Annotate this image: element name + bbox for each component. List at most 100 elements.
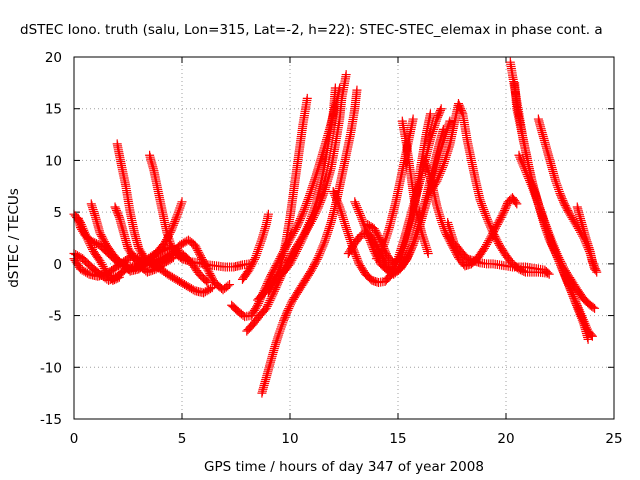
- data-point: [329, 188, 339, 198]
- data-point: [398, 245, 408, 255]
- y-tick-label: 5: [53, 205, 62, 221]
- data-point: [89, 207, 99, 217]
- data-point: [542, 223, 552, 233]
- data-point: [271, 338, 281, 348]
- data-point: [429, 122, 439, 132]
- data-point: [342, 225, 352, 235]
- series-10: [138, 254, 217, 298]
- data-point: [520, 166, 530, 176]
- data-point: [334, 200, 344, 210]
- data-point: [522, 170, 532, 180]
- data-point: [549, 241, 559, 251]
- y-tick-label: -15: [40, 412, 62, 428]
- data-point: [565, 284, 575, 294]
- data-point: [436, 213, 446, 223]
- data-point: [439, 159, 449, 169]
- y-tick-label: 15: [45, 102, 62, 118]
- data-point: [395, 253, 405, 263]
- data-point: [298, 233, 308, 243]
- data-point: [583, 241, 593, 251]
- data-point: [171, 215, 181, 225]
- data-point: [330, 190, 340, 200]
- data-point: [434, 150, 444, 160]
- data-point: [435, 148, 445, 158]
- data-point: [554, 186, 564, 196]
- data-point: [533, 199, 543, 209]
- data-point: [303, 221, 313, 231]
- data-point: [479, 205, 489, 214]
- data-point: [553, 251, 563, 261]
- chart-title: dSTEC Iono. truth (salu, Lon=315, Lat=-2…: [20, 22, 603, 38]
- data-point: [335, 202, 345, 212]
- data-point: [300, 227, 310, 237]
- data-point: [307, 183, 317, 193]
- data-point: [427, 131, 437, 141]
- data-point: [255, 240, 265, 250]
- data-point: [436, 144, 446, 154]
- data-point: [304, 191, 314, 201]
- data-point: [479, 243, 489, 253]
- data-point: [533, 197, 543, 207]
- data-point: [341, 223, 351, 233]
- data-point: [381, 233, 391, 243]
- data-point: [369, 245, 379, 255]
- data-point: [259, 228, 269, 238]
- data-point: [553, 182, 563, 192]
- data-point: [206, 284, 216, 294]
- data-point: [291, 223, 301, 233]
- data-point: [546, 235, 556, 245]
- data-point: [552, 249, 562, 259]
- data-point: [551, 176, 561, 186]
- data-point: [440, 154, 450, 164]
- data-point: [585, 245, 595, 255]
- data-point: [428, 126, 438, 136]
- data-point: [305, 189, 315, 199]
- data-point: [383, 227, 393, 237]
- data-point: [284, 304, 294, 314]
- data-point: [339, 216, 349, 226]
- series-25: [443, 217, 554, 279]
- data-point: [321, 233, 331, 243]
- data-point: [340, 219, 350, 229]
- series-29: [533, 114, 600, 274]
- data-point: [262, 301, 272, 311]
- series-8: [145, 150, 254, 272]
- data-point: [322, 231, 332, 241]
- data-point: [264, 298, 274, 308]
- y-tick-label: 10: [45, 153, 62, 169]
- data-point: [322, 229, 332, 239]
- data-point: [308, 207, 318, 217]
- data-point: [433, 205, 443, 215]
- data-point: [332, 196, 342, 206]
- data-point: [274, 328, 284, 338]
- data-point: [341, 70, 351, 80]
- data-point: [358, 218, 368, 228]
- data-point: [536, 207, 546, 217]
- data-point: [442, 148, 452, 158]
- data-point: [426, 133, 436, 143]
- data-point: [554, 184, 564, 194]
- data-point: [581, 233, 591, 243]
- data-point: [420, 238, 430, 248]
- data-point: [302, 93, 312, 103]
- data-point: [591, 265, 601, 275]
- data-point: [259, 226, 269, 236]
- data-point: [378, 243, 388, 253]
- data-point: [112, 257, 122, 267]
- data-point: [486, 222, 496, 232]
- data-point: [521, 168, 531, 178]
- data-point: [541, 221, 551, 231]
- data-point: [405, 247, 415, 257]
- data-point: [433, 174, 443, 184]
- data-point: [543, 225, 553, 235]
- data-point: [288, 228, 298, 238]
- data-point: [438, 163, 448, 173]
- data-point: [573, 304, 583, 314]
- data-point: [422, 244, 432, 254]
- data-point: [552, 180, 562, 190]
- data-point: [408, 240, 418, 250]
- series-30: [572, 202, 602, 277]
- data-point: [379, 241, 389, 251]
- data-point: [577, 315, 587, 325]
- data-point: [590, 303, 600, 313]
